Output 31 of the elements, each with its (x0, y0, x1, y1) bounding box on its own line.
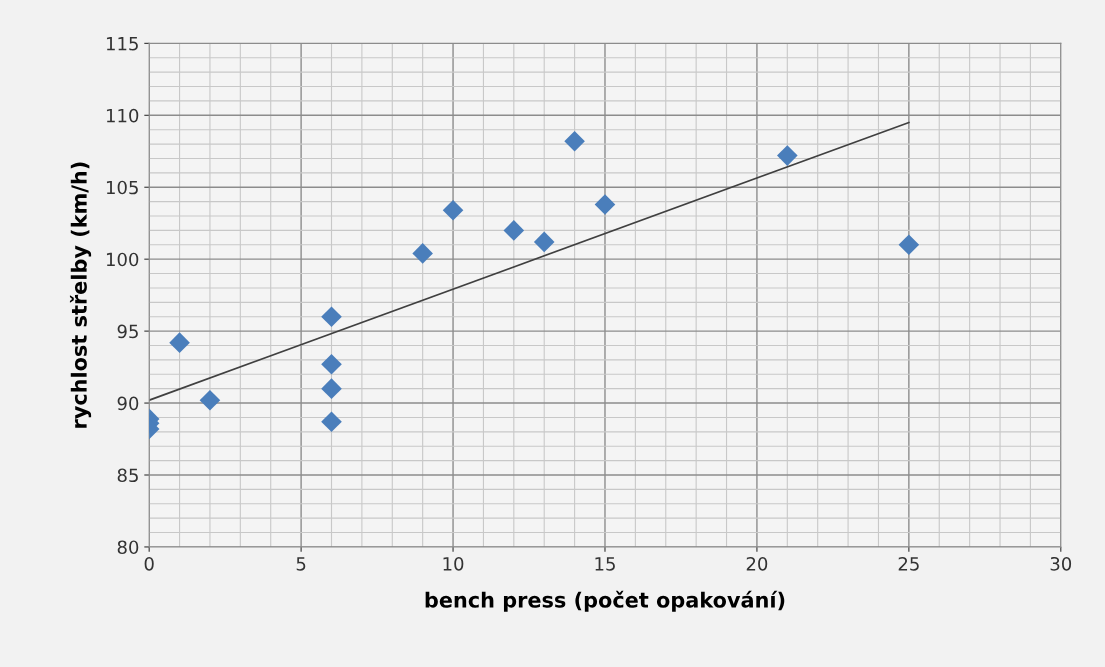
y-axis-title: rychlost střelby (km/h) (69, 162, 92, 428)
point (898, 234, 920, 256)
y-tick-label: 95 (117, 324, 138, 339)
x-tick-label: 5 (296, 557, 306, 571)
point (777, 145, 798, 166)
y-tick-label: 100 (106, 252, 139, 267)
x-tick-label: 0 (144, 556, 154, 571)
point (412, 243, 433, 264)
x-tick-label: 15 (595, 557, 615, 571)
point (321, 306, 342, 328)
point (533, 231, 555, 253)
point (594, 194, 616, 215)
point (564, 130, 585, 152)
y-tick-label: 110 (106, 108, 139, 123)
point (169, 332, 190, 353)
point (321, 378, 342, 399)
y-tick-label: 80 (117, 540, 139, 555)
y-tick-label: 90 (117, 396, 139, 411)
y-tick-label: 85 (117, 468, 138, 483)
point (199, 389, 221, 411)
point (321, 353, 342, 375)
x-tick-label: 10 (443, 556, 464, 571)
y-tick-label: 115 (106, 37, 138, 51)
x-tick-label: 25 (898, 556, 919, 571)
x-tick-label: 30 (1050, 556, 1072, 571)
x-tick-label: 20 (746, 556, 768, 571)
point (321, 411, 342, 433)
point (442, 199, 464, 221)
y-tick-label: 105 (106, 180, 138, 195)
x-axis-title: bench press (počet opakování) (425, 590, 785, 612)
point (503, 220, 525, 241)
